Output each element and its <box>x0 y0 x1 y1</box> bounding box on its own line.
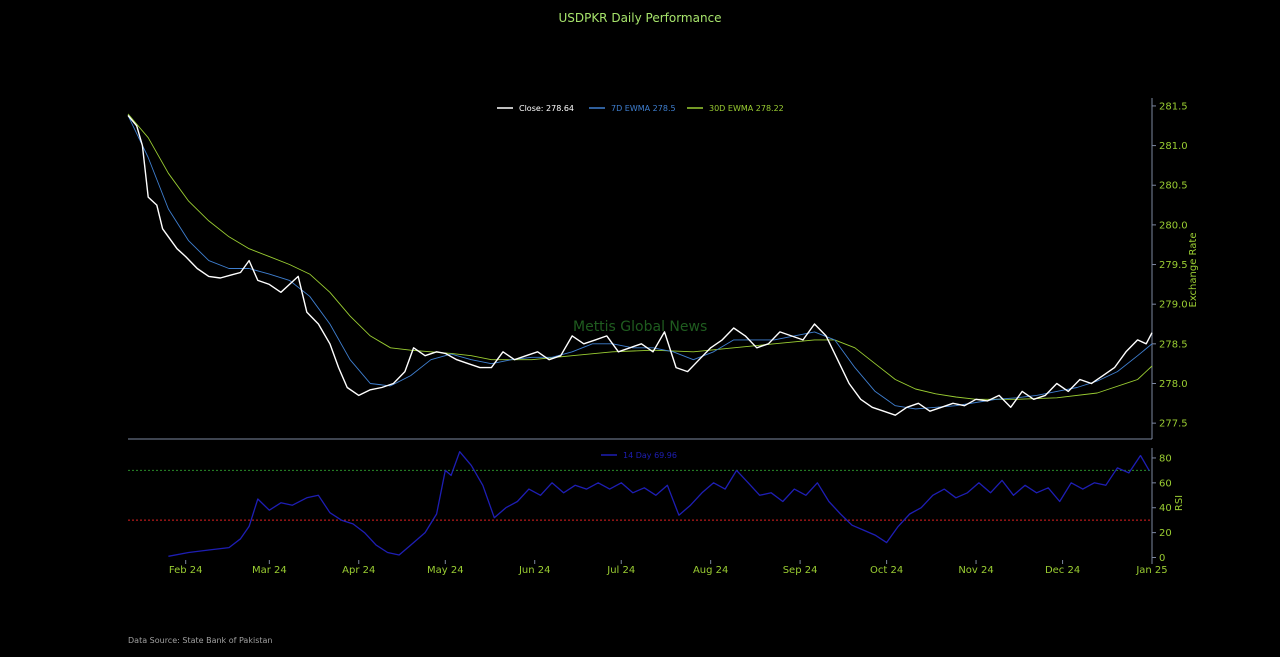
series-line-7d-ewma <box>127 115 1153 410</box>
legend-label: Close: 278.64 <box>519 104 574 113</box>
main-y-tick-label: 279.0 <box>1159 300 1188 311</box>
rsi-y-tick-label: 80 <box>1159 453 1172 464</box>
rsi-y-tick-label: 40 <box>1159 503 1172 514</box>
main-y-tick-label: 281.5 <box>1159 101 1188 112</box>
x-tick-label: Aug 24 <box>693 565 728 576</box>
rsi-y-tick-label: 60 <box>1159 478 1172 489</box>
rsi-legend-label: 14 Day 69.96 <box>623 451 677 460</box>
rsi-y-axis-label: RSI <box>1174 495 1185 511</box>
series-line-30d-ewma <box>127 113 1153 400</box>
legend-label: 7D EWMA 278.5 <box>611 104 676 113</box>
watermark: Mettis Global News <box>573 319 708 335</box>
x-tick-label: Mar 24 <box>252 565 287 576</box>
x-tick-label: Jun 24 <box>518 565 551 576</box>
x-tick-label: Nov 24 <box>958 565 993 576</box>
data-source-note: Data Source: State Bank of Pakistan <box>128 636 273 645</box>
main-y-tick-label: 279.5 <box>1159 260 1188 271</box>
main-y-tick-label: 278.0 <box>1159 379 1188 390</box>
x-tick-label: Oct 24 <box>870 565 903 576</box>
x-tick-label: Sep 24 <box>783 565 818 576</box>
main-y-tick-label: 277.5 <box>1159 419 1188 430</box>
x-tick-label: Dec 24 <box>1045 565 1080 576</box>
x-tick-label: Apr 24 <box>342 565 375 576</box>
main-y-tick-label: 280.5 <box>1159 181 1188 192</box>
main-y-tick-label: 278.5 <box>1159 339 1188 350</box>
main-y-tick-label: 280.0 <box>1159 220 1188 231</box>
main-y-tick-label: 281.0 <box>1159 141 1188 152</box>
x-tick-label: Feb 24 <box>169 565 203 576</box>
main-y-axis-label: Exchange Rate <box>1188 233 1199 308</box>
series-line-rsi <box>168 451 1150 557</box>
x-tick-label: May 24 <box>427 565 464 576</box>
series-line-close <box>127 114 1153 416</box>
legend-label: 30D EWMA 278.22 <box>709 104 784 113</box>
x-tick-label: Jan 25 <box>1135 565 1167 576</box>
chart-title: USDPKR Daily Performance <box>558 11 722 25</box>
rsi-y-tick-label: 20 <box>1159 528 1172 539</box>
x-tick-label: Jul 24 <box>606 565 635 576</box>
rsi-y-tick-label: 0 <box>1159 553 1165 564</box>
